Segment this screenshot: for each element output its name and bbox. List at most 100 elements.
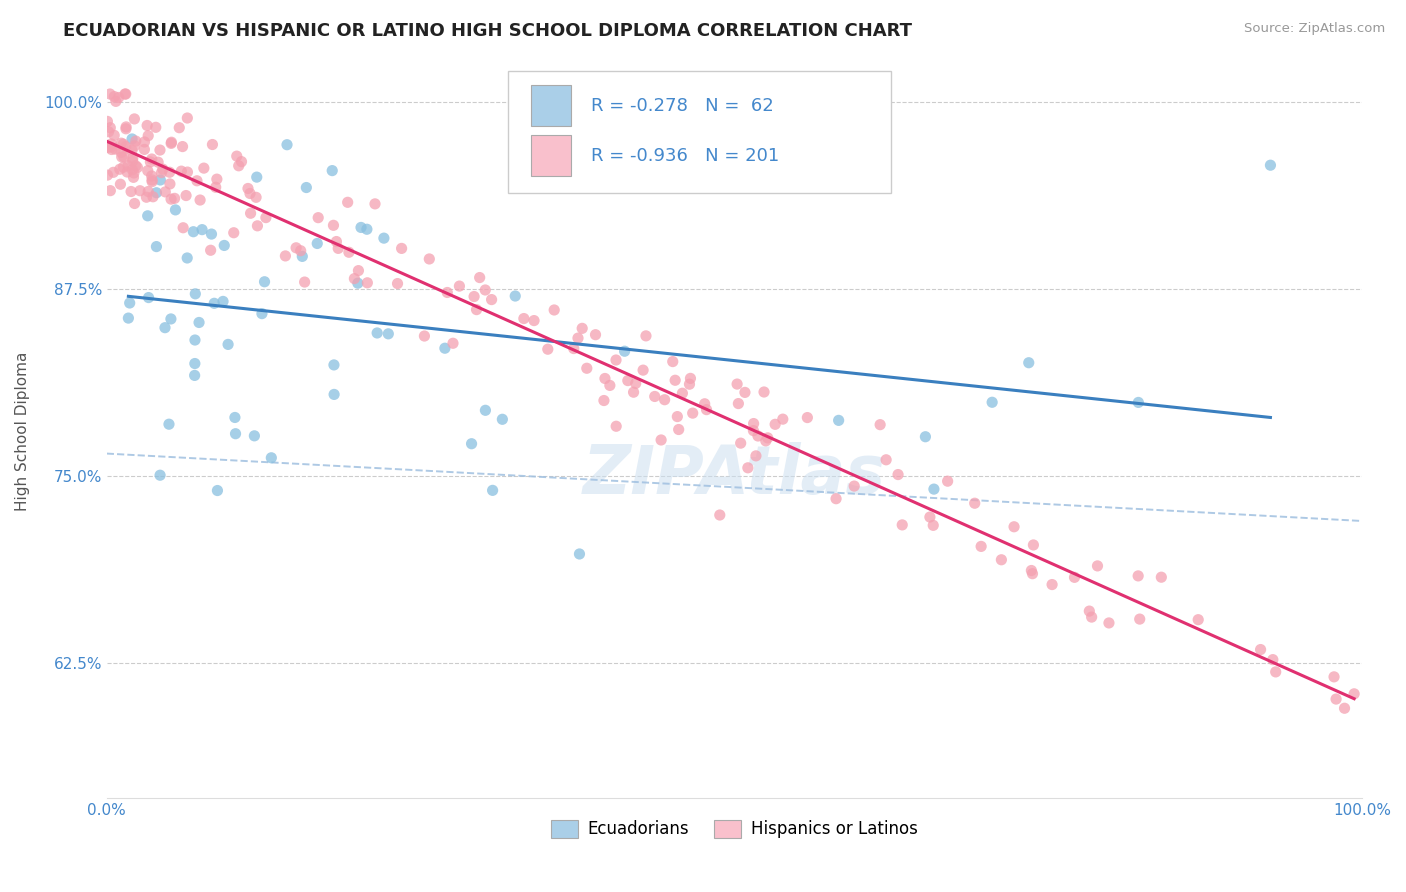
Point <box>650 433 672 447</box>
Point <box>121 162 143 177</box>
Point <box>121 144 143 158</box>
Point <box>742 424 765 438</box>
Point <box>322 219 344 233</box>
Point <box>188 193 211 207</box>
Point <box>103 165 125 179</box>
Point <box>875 452 897 467</box>
Point <box>1098 615 1121 630</box>
Point <box>115 165 138 179</box>
Point <box>752 384 775 399</box>
Point <box>134 143 156 157</box>
Point <box>118 296 141 310</box>
Point <box>145 186 167 200</box>
Point <box>228 159 250 173</box>
Point <box>737 460 759 475</box>
Point <box>260 450 283 465</box>
Text: Source: ZipAtlas.com: Source: ZipAtlas.com <box>1244 22 1385 36</box>
Point <box>172 139 194 153</box>
Point <box>474 403 496 417</box>
Point <box>217 337 239 351</box>
Point <box>207 483 229 498</box>
Point <box>990 553 1012 567</box>
Point <box>465 302 488 317</box>
Point <box>134 135 156 149</box>
Point <box>186 174 208 188</box>
Point <box>1021 566 1043 581</box>
Point <box>350 220 373 235</box>
Point <box>97 125 120 139</box>
Point <box>183 225 205 239</box>
Point <box>742 417 765 431</box>
Point <box>725 377 748 392</box>
Point <box>963 496 986 510</box>
Point <box>436 285 458 300</box>
Point <box>981 395 1004 409</box>
Point <box>918 510 941 524</box>
Point <box>136 163 159 178</box>
Point <box>755 434 778 448</box>
Point <box>172 220 194 235</box>
Point <box>212 294 235 309</box>
Point <box>463 289 485 303</box>
Point <box>693 397 716 411</box>
Point <box>122 170 145 185</box>
Point <box>136 185 159 199</box>
Point <box>328 241 350 255</box>
Point <box>160 136 183 151</box>
Point <box>236 181 259 195</box>
Point <box>433 341 456 355</box>
Point <box>291 249 314 263</box>
Point <box>110 136 132 150</box>
Point <box>323 358 346 372</box>
Point <box>224 410 246 425</box>
Point <box>491 412 513 426</box>
Point <box>104 95 127 109</box>
Point <box>543 303 565 318</box>
Point <box>188 316 211 330</box>
Point <box>184 357 207 371</box>
Point <box>599 378 621 392</box>
Point <box>200 227 222 241</box>
Point <box>914 430 936 444</box>
Point <box>513 311 536 326</box>
Point <box>356 222 378 236</box>
Point <box>321 163 343 178</box>
Point <box>153 320 176 334</box>
Point <box>1343 687 1365 701</box>
Point <box>110 145 132 160</box>
Point <box>98 184 121 198</box>
Point <box>1129 612 1152 626</box>
Point <box>449 279 471 293</box>
Point <box>142 190 165 204</box>
Point <box>169 120 191 135</box>
Point <box>121 132 143 146</box>
Point <box>364 197 387 211</box>
Point <box>250 307 273 321</box>
Point <box>125 134 148 148</box>
Point <box>141 152 163 166</box>
Point <box>114 87 136 101</box>
Point <box>571 321 593 335</box>
Text: ZIPAtlas: ZIPAtlas <box>583 442 886 508</box>
Point <box>125 159 148 173</box>
Text: R = -0.936   N = 201: R = -0.936 N = 201 <box>592 147 779 165</box>
Point <box>122 166 145 180</box>
Point <box>115 121 138 136</box>
Point <box>152 162 174 177</box>
Point <box>922 482 945 496</box>
Point <box>1324 692 1347 706</box>
Point <box>96 114 118 128</box>
Point <box>347 263 370 277</box>
Point <box>294 275 316 289</box>
Point <box>124 139 146 153</box>
Point <box>1080 610 1102 624</box>
Point <box>325 235 347 249</box>
Point <box>634 329 657 343</box>
Point <box>537 342 560 356</box>
Point <box>285 241 308 255</box>
Point <box>254 211 277 225</box>
Point <box>165 202 187 217</box>
Point <box>246 170 269 185</box>
Point <box>307 211 329 225</box>
Point <box>468 270 491 285</box>
